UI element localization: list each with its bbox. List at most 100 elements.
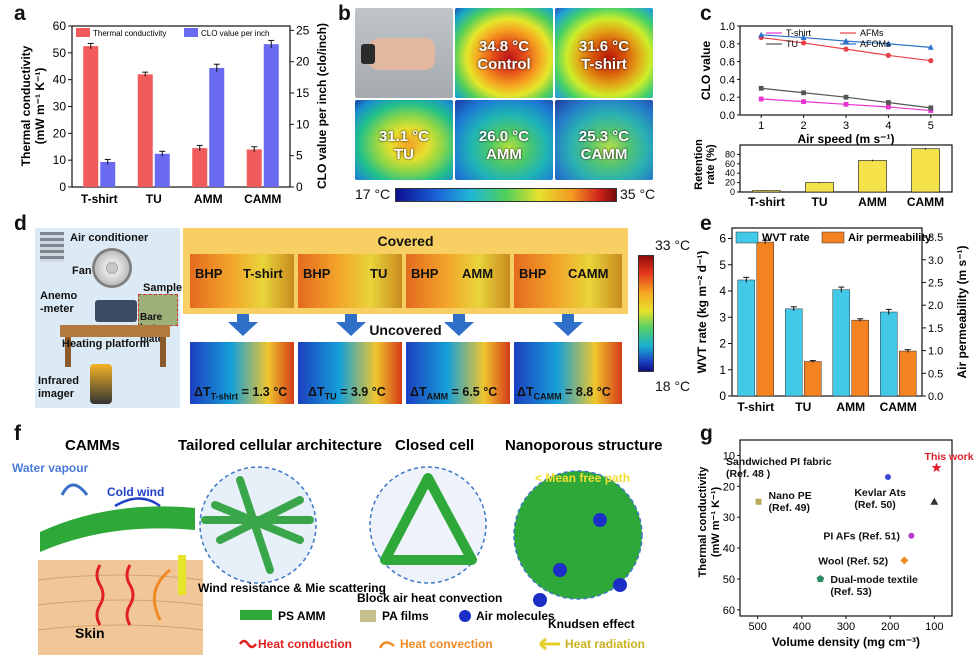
c2-ytick-label: 20: [725, 178, 735, 188]
g-point-nano-pe: [755, 498, 762, 505]
a-legend-swatch: [184, 28, 198, 37]
g-point-this-work: [931, 462, 942, 472]
panel-label-b: b: [338, 2, 351, 25]
chart-e: 0 1 2 3 4 5 6 0.0 0.5 1.0 1.5 2.0 2.5 3.0 3.5 T-shirt TU…: [695, 227, 969, 414]
g-ytick-label: 30: [723, 512, 735, 524]
g-point-label-wool-ref-52-: Wool (Ref. 52): [818, 555, 888, 567]
c-point-afms: [801, 40, 807, 46]
air-molecule-4: [533, 593, 547, 607]
g-xlabel: Volume density (mg cm⁻³): [772, 635, 920, 649]
a-bar-clo-value-per-inch: [263, 44, 279, 188]
a-legend-label: CLO value per inch: [201, 29, 269, 38]
air-molecule-2: [593, 513, 607, 527]
a-ylabel-1: (mW m⁻¹ K⁻¹): [33, 68, 47, 145]
a-category-label: AMM: [194, 192, 223, 206]
c-point-t-shirt: [843, 101, 849, 107]
e-ylabel: WVT rate (kg m⁻² d⁻¹): [695, 251, 709, 374]
c-point-t-shirt: [758, 96, 764, 102]
infrared-imager-icon: [90, 364, 112, 404]
water-vapour-label: Water vapour: [12, 461, 89, 475]
table-leg-right: [160, 337, 166, 367]
panel-d-scale-max: 33 °C: [655, 237, 691, 253]
arrow-down-icon-4: [553, 322, 583, 336]
panel-label-a: a: [14, 2, 26, 25]
g-ytick-label: 10: [723, 450, 735, 462]
nanoporous-circle: [513, 470, 643, 600]
bhp-label-4: BHP: [519, 266, 547, 281]
c-point-tu: [843, 94, 849, 100]
label-fan: Fan: [72, 265, 92, 277]
label-air-conditioner: Air conditioner: [70, 232, 149, 244]
e-ytick-right-label: 1.0: [928, 346, 943, 358]
e-ytick-label: 6: [719, 232, 726, 246]
covered-sample-tshirt: T-shirt: [243, 266, 283, 281]
g-xtick-label: 100: [925, 621, 943, 633]
chart-a: 0 10 20 30 40 50 60 0 5 10 15 20 25 T-shirt TU AMM CAMM T…: [19, 19, 329, 206]
e-bar-air-permeability: [851, 319, 869, 397]
e-bar-wvt-rate: [737, 279, 755, 397]
a-legend-swatch: [76, 28, 90, 37]
a-bar-clo-value-per-inch: [209, 67, 225, 187]
a-ytick-label: 0: [59, 180, 66, 194]
thermal-label-tu: TU: [394, 146, 414, 163]
c-xlabel: Air speed (m s⁻¹): [797, 132, 894, 146]
legend-heat-conduction-icon: [238, 639, 258, 649]
c-legend-label-tu: TU: [786, 39, 798, 49]
c-point-afoms: [800, 34, 807, 40]
f-title-camms: CAMMs: [65, 437, 120, 454]
c2-category-label: CAMM: [907, 195, 944, 209]
g-point-label-kevlar-ats: Kevlar Ats: [854, 487, 906, 499]
thermal-image-camm: 25.3 °C CAMM: [555, 100, 653, 180]
a-category-label: TU: [146, 192, 162, 206]
g-point-label-dual-mode-textile: Dual-mode textile: [830, 574, 918, 586]
mean-free-path-label: < Mean free path: [535, 471, 630, 485]
g-point-label-sandwiched-pi-fabric-1: (Ref. 48 ): [726, 468, 770, 480]
covered-image-tu: [298, 254, 402, 308]
panel-b-colorbar: [395, 188, 617, 202]
c-ytick-label: 0.4: [720, 74, 735, 86]
arrow-down-icon-1: [228, 322, 258, 336]
f-title-closed-cell: Closed cell: [395, 437, 474, 454]
c-xtick-label: 2: [801, 120, 807, 132]
panel-b-scale-max: 35 °C: [620, 186, 656, 202]
panel-b-scale-min: 17 °C: [355, 186, 391, 202]
panel-label-g: g: [700, 422, 713, 445]
wind-resistance-label: Wind resistance & Mie scattering: [198, 581, 386, 595]
a-ytick-right-label: 20: [296, 55, 310, 69]
a-ytick-right-label: 25: [296, 23, 310, 37]
label-infrared-imager: Infrared imager: [38, 375, 79, 400]
uncovered-image-amm: [406, 342, 510, 404]
c2-ylabel-1: rate (%): [705, 144, 717, 185]
c-point-t-shirt: [886, 104, 891, 110]
a-ylabel-right: CLO value per inch (clo/inch): [315, 23, 329, 189]
e-legend-label: Air permeability: [848, 232, 932, 244]
panel-label-f: f: [14, 422, 21, 445]
c-ytick-label: 0.2: [720, 92, 735, 104]
g-xtick-label: 500: [748, 621, 766, 633]
c-xtick-label: 4: [885, 120, 891, 132]
thermal-image-amm: 26.0 °C AMM: [455, 100, 553, 180]
c2-bar-tu: [805, 182, 834, 193]
e-bar-air-permeability: [756, 241, 774, 397]
bhp-label-2: BHP: [303, 266, 331, 281]
c2-category-label: AMM: [858, 195, 887, 209]
legend-pa-films-swatch: [360, 610, 376, 622]
panel-f-schematic: CAMMs Tailored cellular architecture Clo…: [12, 437, 663, 655]
air-molecule-3: [613, 578, 627, 592]
heat-convection-arrow-icon: [152, 568, 171, 621]
a-ytick-right-label: 0: [296, 180, 303, 194]
a-category-label: T-shirt: [81, 192, 118, 206]
e-ytick-right-label: 2.5: [928, 277, 943, 289]
panel-label-c: c: [700, 2, 712, 25]
legend-pa-films: PA films: [382, 609, 429, 623]
e-axes-frame: [731, 227, 923, 397]
legend-heat-conduction: Heat conduction: [258, 637, 352, 651]
hand-photo: [355, 8, 453, 98]
covered-sample-camm: CAMM: [568, 266, 609, 281]
uncovered-image-tu: [298, 342, 402, 404]
panel-d-scale-min: 18 °C: [655, 378, 691, 394]
panel-label-d: d: [14, 212, 27, 235]
c-point-afms: [843, 46, 849, 52]
delta-t-tu: ΔTTU = 3.9 °C: [308, 385, 386, 402]
skin-block: [38, 560, 203, 655]
